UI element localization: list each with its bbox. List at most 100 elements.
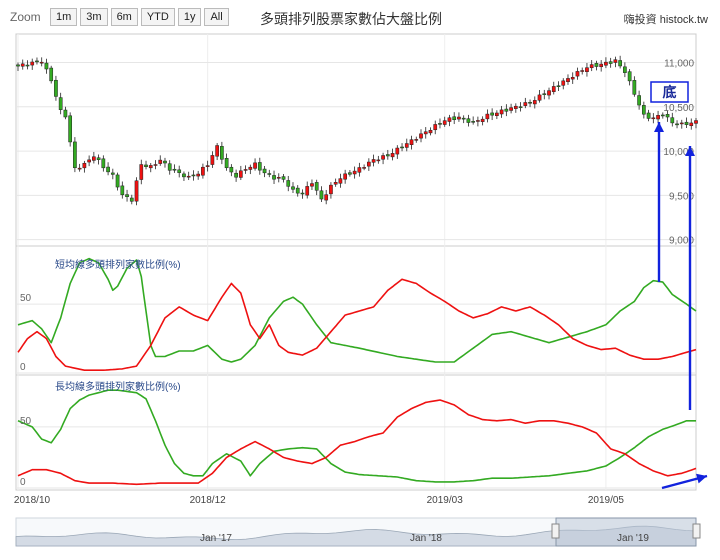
candle-body [362, 167, 366, 169]
candle-body [651, 117, 656, 120]
zoom-6m-button[interactable]: 6m [110, 8, 138, 26]
candle-body [400, 146, 404, 149]
candle-body [286, 180, 291, 187]
candle-body [248, 166, 253, 170]
candle-body [276, 177, 281, 179]
candle-body [92, 156, 96, 161]
navigator-label-2019: Jan '19 [617, 533, 649, 544]
candle-body [623, 66, 627, 73]
candle-body [585, 67, 589, 72]
candle-body [452, 116, 457, 120]
price-tick-label: 10,500 [663, 103, 694, 114]
candle-body [641, 105, 646, 115]
candle-body [589, 64, 594, 69]
candle-body [499, 109, 504, 115]
zoom-all-button[interactable]: All [204, 8, 229, 26]
candle-body [556, 85, 561, 87]
candle-body [348, 172, 352, 175]
navigator-window[interactable] [555, 517, 697, 547]
candle-body [215, 145, 219, 157]
candle-body [395, 147, 400, 155]
candle-body [158, 159, 163, 164]
candle-body [513, 105, 518, 109]
candle-body [96, 157, 101, 160]
candle-body [319, 190, 324, 200]
candle-body [561, 80, 566, 86]
candle-body [87, 159, 91, 163]
candle-body [480, 118, 485, 122]
candle-body [684, 121, 689, 125]
panel1-series-red [17, 278, 697, 372]
candle-body [376, 159, 381, 162]
candle-body [381, 155, 385, 160]
candle-body [637, 95, 641, 106]
candle-body [106, 166, 110, 173]
site-label: 嗨投資 histock.tw [623, 14, 708, 26]
candle-body [101, 158, 106, 169]
candle-body [196, 173, 201, 177]
candle-body [419, 133, 423, 139]
price-tick-label: 11,000 [664, 59, 694, 70]
candle-body [257, 162, 262, 171]
navigator-label-2017: Jan '17 [200, 533, 232, 544]
candle-body [191, 174, 196, 177]
candle-body [509, 107, 513, 111]
candle-body [660, 114, 665, 117]
candle-body [44, 62, 49, 70]
candle-body [338, 178, 343, 184]
candle-body [110, 172, 115, 175]
candle-body [58, 97, 63, 110]
candle-body [438, 123, 442, 125]
candle-body [414, 139, 419, 141]
candle-body [528, 101, 532, 104]
candle-body [291, 186, 295, 190]
zoom-1m-button[interactable]: 1m [50, 8, 78, 26]
candle-body [16, 64, 20, 67]
candle-body [324, 194, 329, 201]
candle-body [367, 161, 371, 167]
panel2-series-red [17, 399, 697, 486]
candle-body [547, 90, 551, 96]
zoom-3m-button[interactable]: 3m [80, 8, 108, 26]
candle-body [532, 100, 537, 105]
candle-body [310, 183, 314, 187]
candle-body [457, 116, 461, 120]
candle-body [679, 122, 684, 125]
short-panel-title: 短均線多頭排列家數比例(%) [55, 258, 181, 271]
navigator-right-handle[interactable] [692, 523, 701, 539]
candle-body [25, 64, 30, 67]
annotation-box [650, 81, 689, 103]
candle-body [466, 118, 471, 123]
navigator[interactable]: Jan '17 Jan '18 Jan '19 [15, 517, 701, 547]
candle-body [186, 175, 191, 178]
candle-body [82, 162, 87, 169]
candle-body [295, 187, 300, 194]
candle-body [172, 168, 177, 171]
candle-body [144, 164, 148, 167]
zoom-ytd-button[interactable]: YTD [140, 8, 175, 26]
candle-body [129, 197, 134, 202]
candle-body [305, 186, 310, 196]
navigator-left-handle[interactable] [551, 523, 560, 539]
candle-body [551, 86, 556, 92]
candle-body [523, 102, 528, 106]
candle-body [63, 109, 68, 118]
candle-body [433, 124, 438, 131]
arrow-up-long-head [685, 146, 695, 156]
price-tick-label: 9,500 [669, 191, 694, 202]
candle-body [220, 146, 224, 160]
candle-body [390, 153, 395, 158]
navigator-label-2018: Jan '18 [410, 533, 442, 544]
arrow-right-long-head [696, 473, 707, 484]
candle-body [125, 194, 129, 198]
candle-body [423, 131, 428, 135]
candle-body [153, 164, 158, 166]
candle-body [518, 106, 523, 108]
axis-label-layer: 2018/10 2018/12 2019/03 2019/05 11,000 10,500… [14, 59, 695, 506]
zoom-1y-button[interactable]: 1y [177, 8, 202, 26]
x-tick-label: 2018/12 [190, 495, 227, 506]
zoom-label: Zoom [10, 10, 41, 24]
candle-body [495, 112, 499, 116]
candle-body [665, 114, 670, 118]
x-tick-label: 2019/05 [588, 495, 625, 506]
